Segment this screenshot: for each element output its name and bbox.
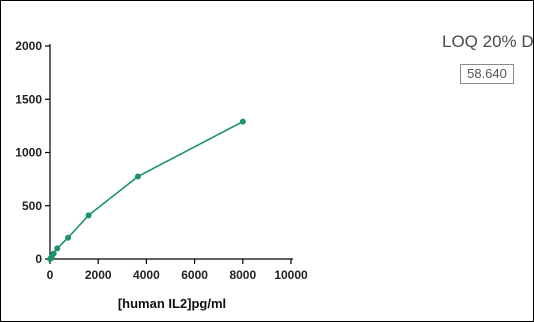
loq-label: LOQ 20% DF	[442, 32, 534, 51]
y-axis-ticks: 0 500 1000 1500 2000	[15, 39, 50, 266]
data-point	[50, 250, 57, 257]
fit-curve	[49, 120, 244, 260]
data-point	[239, 118, 246, 125]
data-point	[85, 212, 92, 219]
y-tick-label: 0	[35, 252, 42, 266]
y-tick-label: 500	[22, 199, 42, 213]
x-tick-label: 0	[47, 268, 54, 282]
x-tick-label: 8000	[229, 268, 256, 282]
data-point	[54, 245, 61, 252]
data-points	[47, 118, 246, 262]
x-tick-label: 2000	[85, 268, 112, 282]
data-point	[65, 234, 72, 241]
y-tick-label: 2000	[15, 39, 42, 53]
x-axis-title: [human IL2]pg/ml	[118, 296, 226, 311]
x-tick-label: 6000	[181, 268, 208, 282]
x-tick-label: 4000	[133, 268, 160, 282]
x-tick-label: 10000	[274, 268, 308, 282]
y-tick-label: 1000	[15, 146, 42, 160]
data-point	[134, 173, 141, 180]
y-tick-label: 1500	[15, 92, 42, 106]
loq-value-box: 58.640	[460, 64, 514, 84]
x-axis-ticks: 0 2000 4000 6000 8000 10000	[47, 259, 308, 282]
